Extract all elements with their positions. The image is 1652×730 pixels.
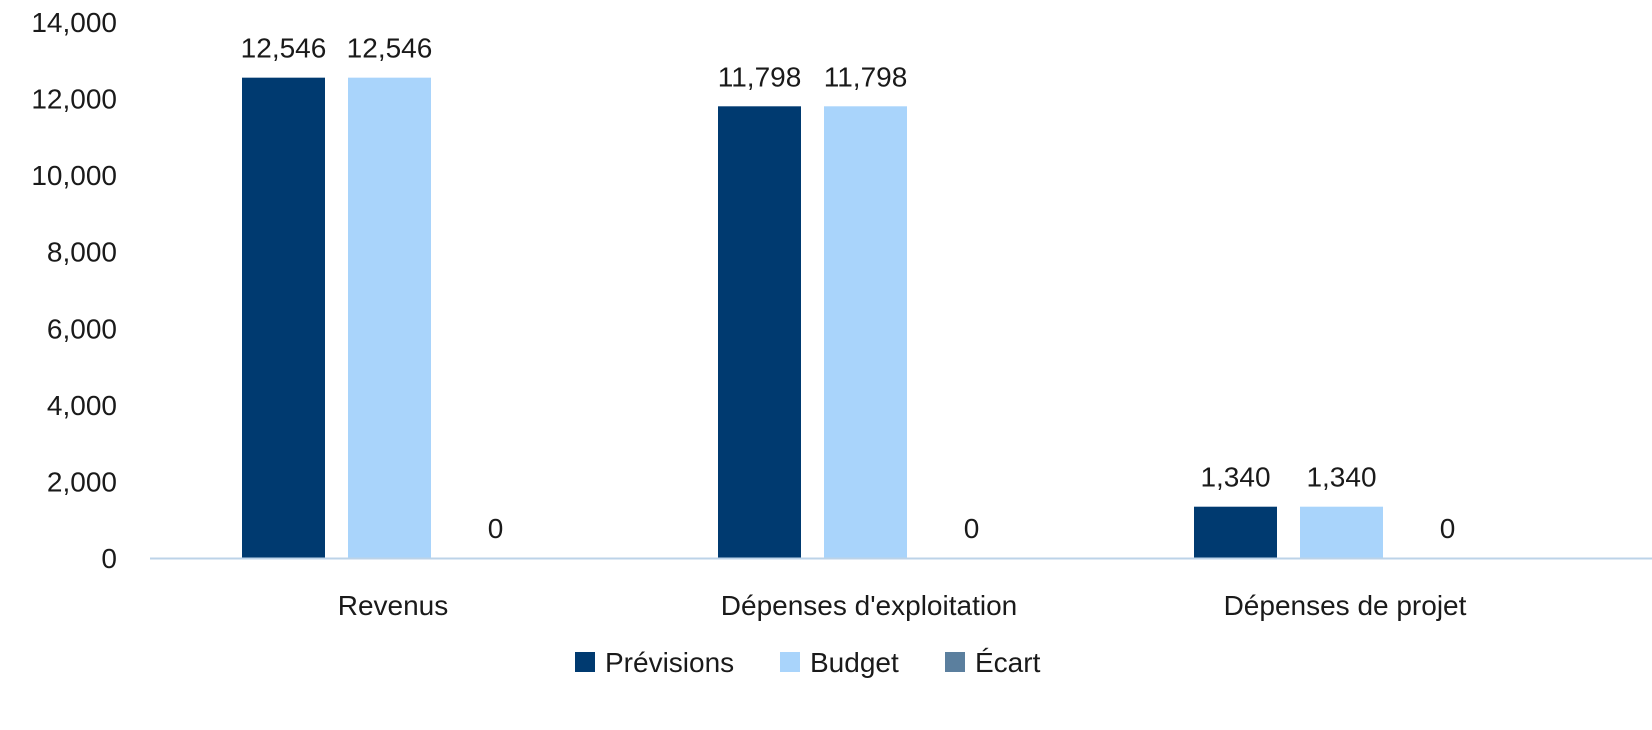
- y-tick-label: 10,000: [31, 160, 117, 191]
- y-axis-ticks: 0 2,000 4,000 6,000 8,000 10,000 12,000 14,000: [31, 7, 117, 574]
- x-tick-label: Dépenses de projet: [1224, 590, 1467, 621]
- data-label: 12,546: [241, 33, 327, 64]
- y-tick-label: 6,000: [47, 313, 117, 344]
- bar-pr-visions-3: [1194, 506, 1277, 558]
- data-label: 1,340: [1200, 462, 1270, 493]
- bar-pr-visions-1: [242, 77, 325, 559]
- legend-swatch: [575, 652, 595, 672]
- x-tick-label: Revenus: [338, 590, 449, 621]
- x-axis-labels: Revenus Dépenses d'exploitation Dépenses d…: [338, 590, 1467, 621]
- y-tick-label: 0: [101, 543, 117, 574]
- data-label: 0: [964, 513, 980, 544]
- y-tick-label: 12,000: [31, 84, 117, 115]
- y-tick-label: 14,000: [31, 7, 117, 38]
- data-label: 0: [1440, 513, 1456, 544]
- bars: [242, 77, 1383, 559]
- legend-swatch: [780, 652, 800, 672]
- data-label: 0: [488, 513, 504, 544]
- y-tick-label: 8,000: [47, 237, 117, 268]
- bar-budget-2: [824, 106, 907, 558]
- legend-label: Écart: [975, 647, 1041, 678]
- data-label: 1,340: [1306, 462, 1376, 493]
- bar-budget-1: [348, 77, 431, 559]
- legend-label: Prévisions: [605, 647, 734, 678]
- data-label: 11,798: [824, 61, 908, 92]
- y-tick-label: 2,000: [47, 466, 117, 497]
- x-tick-label: Dépenses d'exploitation: [721, 590, 1017, 621]
- y-tick-label: 4,000: [47, 390, 117, 421]
- legend: Prévisions Budget Écart: [575, 647, 1041, 678]
- legend-label: Budget: [810, 647, 899, 678]
- data-label: 11,798: [718, 61, 802, 92]
- data-labels: 12,546 12,546 0 11,798 11,798 0 1,340 1,340 0: [241, 33, 1456, 544]
- bar-pr-visions-2: [718, 106, 801, 558]
- bar-budget-3: [1300, 506, 1383, 558]
- legend-swatch: [945, 652, 965, 672]
- data-label: 12,546: [347, 33, 433, 64]
